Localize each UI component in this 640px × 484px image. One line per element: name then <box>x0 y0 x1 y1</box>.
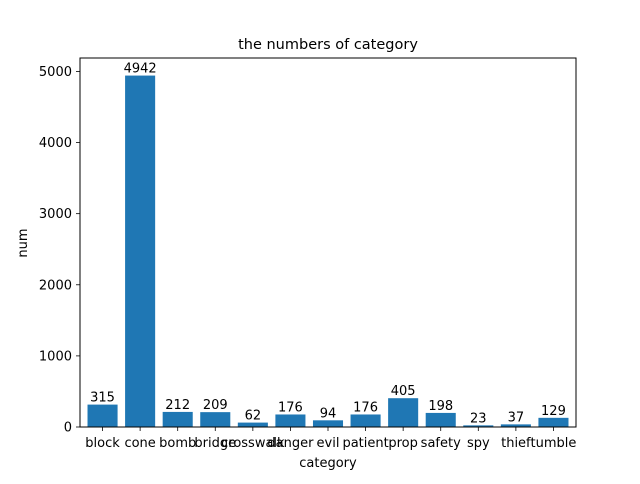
bar-evil <box>312 420 344 427</box>
x-tick-label-spy: spy <box>467 436 490 451</box>
bar-value-label-safety: 198 <box>428 399 453 414</box>
x-tick-label-patient: patient <box>342 436 388 451</box>
bar-value-label-block: 315 <box>90 391 115 406</box>
x-axis-label: category <box>299 456 357 471</box>
y-tick-label-0: 0 <box>64 421 72 436</box>
bar-thief <box>500 424 531 427</box>
x-tick-label-safety: safety <box>421 436 461 451</box>
bar-bomb <box>162 411 193 427</box>
bar-value-label-cone: 4942 <box>124 62 157 77</box>
bar-prop <box>388 398 419 427</box>
bar-value-label-patient: 176 <box>353 400 378 415</box>
bar-tumble <box>538 417 569 427</box>
bar-value-label-tumble: 129 <box>541 404 566 419</box>
bar-spy <box>463 425 494 427</box>
bar-value-label-danger: 176 <box>278 400 303 415</box>
x-tick-label-block: block <box>85 436 120 451</box>
bar-value-labels: 315 4942 212 209 62 176 94 176 405 198 23 37 129 <box>90 62 566 427</box>
x-tick-label-tumble: tumble <box>531 436 577 451</box>
bar-value-label-crosswalk: 62 <box>245 409 262 424</box>
x-tick-label-prop: prop <box>388 436 418 451</box>
y-tick-label-1000: 1000 <box>39 349 72 364</box>
bar-danger <box>275 414 306 427</box>
x-tick-label-evil: evil <box>317 436 340 451</box>
y-tick-label-2000: 2000 <box>39 278 72 293</box>
bar-value-label-bomb: 212 <box>165 398 190 413</box>
bar-patient <box>350 414 381 427</box>
x-tick-label-bomb: bomb <box>159 436 196 451</box>
x-tick-label-thief: thief <box>501 436 531 451</box>
plot-frame <box>79 57 577 428</box>
y-axis-ticks: 0 1000 2000 3000 4000 5000 <box>39 65 80 436</box>
x-tick-label-danger: danger <box>267 436 314 451</box>
bar-crosswalk <box>237 422 268 427</box>
bar-value-label-spy: 23 <box>470 411 487 426</box>
bar-value-label-prop: 405 <box>391 384 416 399</box>
bar-safety <box>425 412 456 427</box>
bar-bridge <box>200 412 231 427</box>
y-tick-label-5000: 5000 <box>39 65 72 80</box>
bar-value-label-thief: 37 <box>508 410 525 425</box>
y-tick-label-3000: 3000 <box>39 207 72 222</box>
bar-value-label-evil: 94 <box>320 406 337 421</box>
x-tick-label-bridge: bridge <box>194 436 236 451</box>
bar-value-label-bridge: 209 <box>203 398 228 413</box>
y-tick-label-4000: 4000 <box>39 136 72 151</box>
x-tick-label-crosswalk: crosswalk <box>221 436 285 451</box>
y-axis-label: num <box>16 228 31 257</box>
bar-block <box>87 404 118 427</box>
x-tick-label-cone: cone <box>124 436 155 451</box>
chart-title: the numbers of category <box>238 37 418 53</box>
bars-group <box>87 75 569 427</box>
bar-cone <box>125 75 156 427</box>
